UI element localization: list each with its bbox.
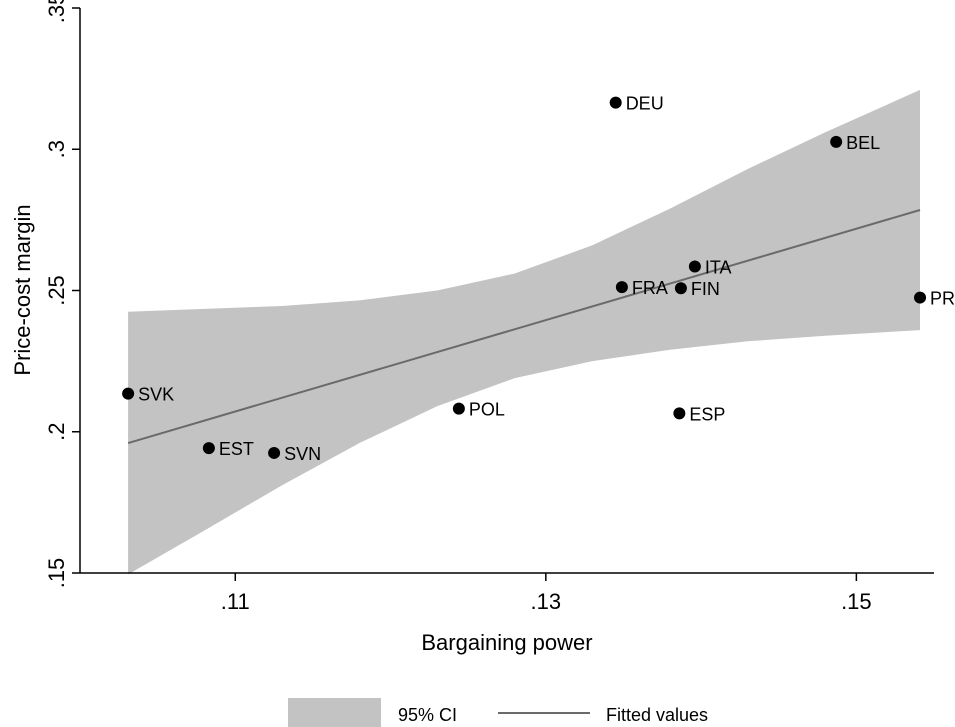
data-point <box>202 442 215 455</box>
x-axis: .11 .13 .15 <box>80 572 934 614</box>
data-point <box>615 281 628 294</box>
data-point <box>830 135 843 148</box>
data-point <box>609 96 622 109</box>
point-label: SVK <box>138 385 174 405</box>
legend-band-swatch <box>288 698 381 727</box>
data-point <box>688 260 701 273</box>
y-tick-label: .2 <box>44 423 69 441</box>
data-point <box>674 282 687 295</box>
fitted-line <box>127 209 921 445</box>
point-label: ESP <box>689 404 725 424</box>
y-axis: .15 .2 .25 .3 .35 <box>44 0 81 589</box>
y-tick-label: .35 <box>44 0 69 23</box>
x-tick-label: .13 <box>531 589 562 614</box>
confidence-band <box>128 89 921 575</box>
x-axis-label: Bargaining power <box>421 630 592 655</box>
y-tick-label: .15 <box>44 558 69 589</box>
point-label: POL <box>469 400 505 420</box>
point-label: SVN <box>284 444 321 464</box>
x-tick-label: .11 <box>221 589 250 614</box>
data-point <box>122 387 135 400</box>
data-point <box>452 402 465 415</box>
x-tick-label: .15 <box>841 589 872 614</box>
point-label: DEU <box>626 94 664 114</box>
y-tick-label: .25 <box>44 275 69 306</box>
point-label: FIN <box>691 279 720 299</box>
y-axis-label: Price-cost margin <box>10 204 35 375</box>
point-label: EST <box>219 439 254 459</box>
legend-label: 95% CI <box>398 705 457 725</box>
data-point <box>268 446 281 459</box>
data-point <box>673 407 686 420</box>
data-point <box>914 291 927 304</box>
point-label: BEL <box>846 133 880 153</box>
point-label: PRT <box>930 289 955 309</box>
legend: 95% CI Fitted values <box>288 698 708 727</box>
legend-label: Fitted values <box>606 705 708 725</box>
point-label: FRA <box>632 278 668 298</box>
y-tick-label: .3 <box>44 140 69 158</box>
point-label: ITA <box>705 257 732 277</box>
